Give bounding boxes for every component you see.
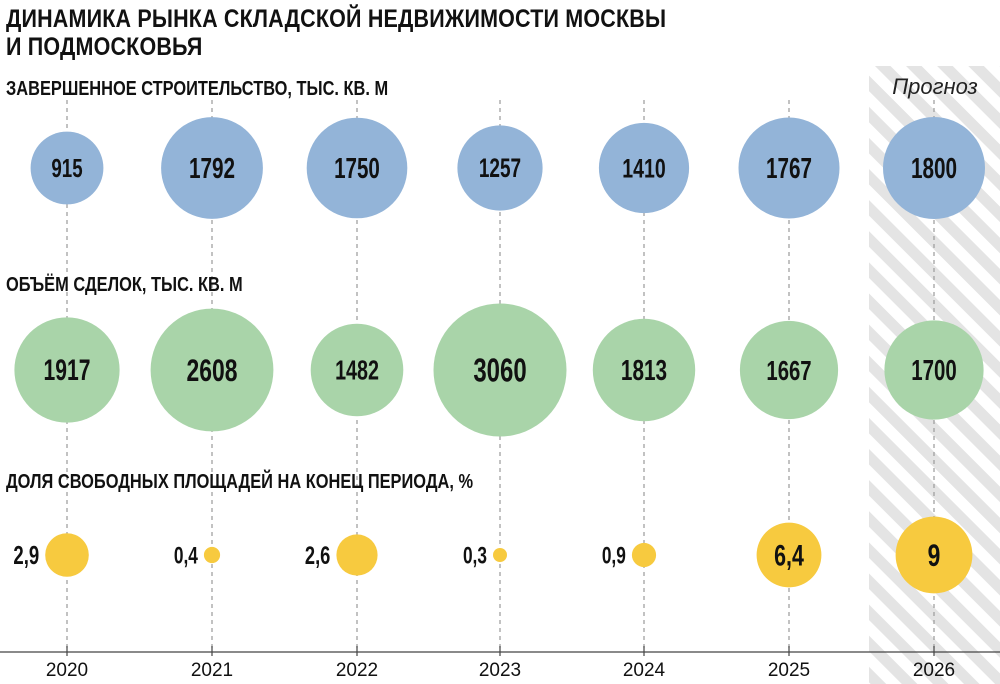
bubble-label-s1-2026: 1700 xyxy=(911,356,956,387)
bubble-s2-2021 xyxy=(203,546,221,564)
bubble-label-s0-2026: 1800 xyxy=(911,153,957,185)
bubble-s1-2021 xyxy=(150,308,274,432)
bubble-s0-2022 xyxy=(306,117,408,219)
bubble-s2-2026 xyxy=(895,516,973,594)
bubble-label-s2-2025: 6,4 xyxy=(774,540,804,572)
bubble-s1-2020 xyxy=(14,317,120,423)
bubble-label-s2-2021: 0,4 xyxy=(174,543,198,569)
x-tick-label-2023: 2023 xyxy=(479,660,521,681)
bubble-s1-2023 xyxy=(433,303,567,437)
bubble-s1-2025 xyxy=(739,320,839,420)
bubble-label-s2-2020: 2,9 xyxy=(13,541,39,570)
bubble-label-s1-2023: 3060 xyxy=(473,353,526,390)
bubble-label-s2-2022: 2,6 xyxy=(305,541,330,570)
bubble-s2-2020 xyxy=(45,533,89,577)
bubble-s2-2022 xyxy=(336,534,378,576)
x-tick-label-2022: 2022 xyxy=(336,660,378,681)
bubble-label-s2-2026: 9 xyxy=(928,537,941,573)
section-label-deals: ОБЪЁМ СДЕЛОК, ТЫС. КВ. М xyxy=(6,274,243,296)
bubble-label-s0-2024: 1410 xyxy=(622,155,665,185)
bubble-label-s1-2024: 1813 xyxy=(621,355,667,387)
x-tick-label-2024: 2024 xyxy=(623,660,666,681)
bubble-s0-2025 xyxy=(738,117,840,219)
section-label-construction: ЗАВЕРШЕННОЕ СТРОИТЕЛЬСТВО, ТЫС. КВ. М xyxy=(6,78,389,100)
x-tick-label-2020: 2020 xyxy=(46,660,88,681)
bubble-s0-2020 xyxy=(30,131,104,205)
bubble-label-s1-2025: 1667 xyxy=(766,356,811,387)
bubble-label-s0-2021: 1792 xyxy=(189,153,235,185)
forecast-label: Прогноз xyxy=(892,74,978,99)
bubble-s0-2026 xyxy=(883,117,985,219)
chart-title-line-1: ДИНАМИКА РЫНКА СКЛАДСКОЙ НЕДВИЖИМОСТИ МО… xyxy=(6,5,667,33)
bubble-s0-2023 xyxy=(457,125,543,211)
bubble-label-s1-2021: 2608 xyxy=(187,352,238,388)
bubble-label-s2-2024: 0,9 xyxy=(602,543,626,569)
bubble-s2-2024 xyxy=(631,542,657,568)
bubble-s0-2024 xyxy=(598,122,690,214)
bubble-s1-2024 xyxy=(592,318,696,422)
bubble-s1-2022 xyxy=(310,323,404,417)
bubble-label-s2-2023: 0,3 xyxy=(463,543,487,569)
bubble-label-s0-2022: 1750 xyxy=(334,153,380,185)
x-tick-label-2026: 2026 xyxy=(913,660,955,681)
bubble-s2-2025 xyxy=(756,522,822,588)
chart-title-line-2: И ПОДМОСКОВЬЯ xyxy=(6,33,203,61)
bubble-s1-2026 xyxy=(884,320,984,420)
x-tick-label-2021: 2021 xyxy=(191,660,233,681)
bubble-label-s1-2020: 1917 xyxy=(44,355,91,387)
bubble-label-s0-2020: 915 xyxy=(51,153,82,183)
bubble-label-s0-2023: 1257 xyxy=(479,153,521,183)
section-label-vacancy: ДОЛЯ СВОБОДНЫХ ПЛОЩАДЕЙ НА КОНЕЦ ПЕРИОДА… xyxy=(6,471,474,493)
bubble-s0-2021 xyxy=(161,117,263,219)
bubble-label-s0-2025: 1767 xyxy=(766,153,812,185)
bubble-label-s1-2022: 1482 xyxy=(335,355,379,386)
bubble-s2-2023 xyxy=(493,548,507,562)
x-tick-label-2025: 2025 xyxy=(768,660,810,681)
